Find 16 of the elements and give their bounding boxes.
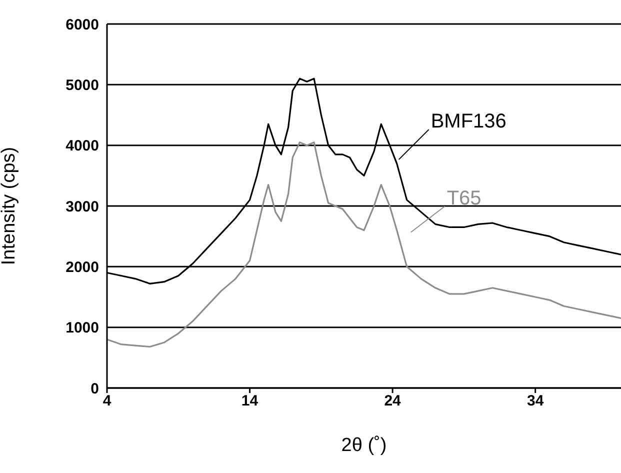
- x-tick-label: 24: [384, 392, 402, 410]
- x-tick-label: 34: [526, 392, 544, 410]
- x-tick-label: 14: [241, 392, 259, 410]
- y-tick-label: 1000: [66, 320, 99, 337]
- line-series: [107, 142, 621, 348]
- y-tick-label: 5000: [66, 76, 99, 94]
- y-tick-label: 6000: [66, 16, 99, 34]
- y-tick-label: 2000: [66, 258, 99, 276]
- y-axis-title: Intensity (cps): [0, 146, 20, 266]
- text: BMF136: [430, 110, 506, 133]
- y-tick-label: 3000: [66, 198, 99, 216]
- text: T65: [446, 187, 482, 210]
- x-tick-label: 4: [102, 392, 112, 410]
- y-tick-label: 0: [90, 380, 99, 398]
- y-tick-label: 4000: [66, 138, 99, 155]
- x-axis-title: 2θ (˚): [341, 435, 387, 456]
